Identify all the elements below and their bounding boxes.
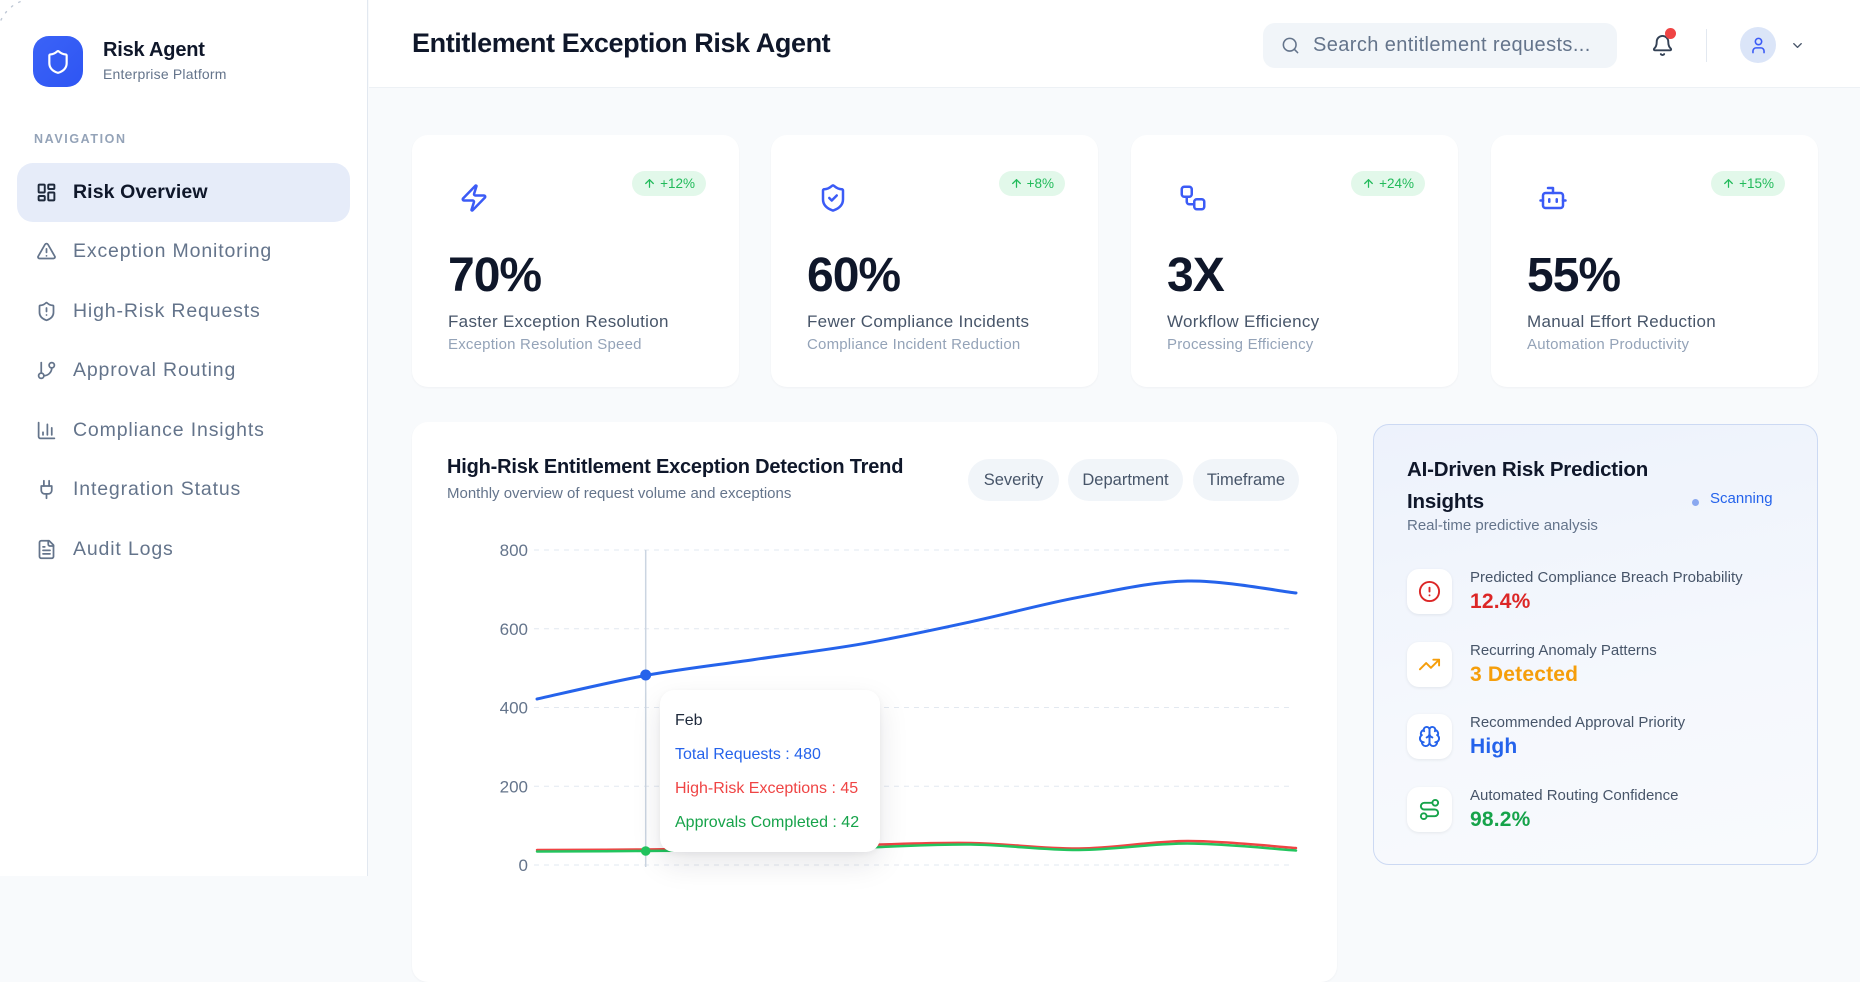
svg-text:400: 400	[500, 699, 528, 718]
svg-text:800: 800	[500, 541, 528, 560]
svg-text:600: 600	[500, 620, 528, 639]
svg-text:200: 200	[500, 777, 528, 796]
svg-text:0: 0	[519, 856, 528, 875]
